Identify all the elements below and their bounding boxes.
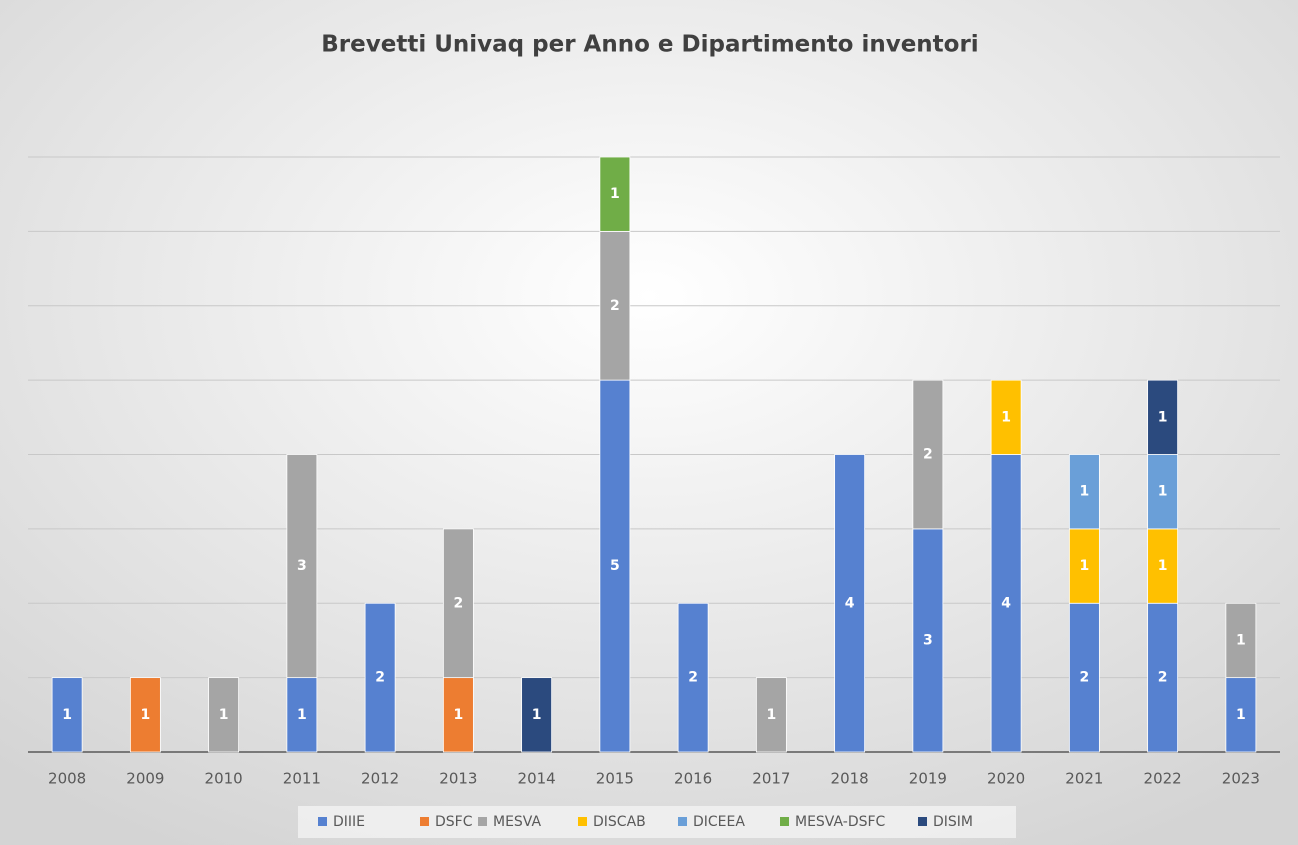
legend-swatch: [478, 817, 487, 826]
bar-segment: [364, 602, 396, 753]
data-label: 1: [297, 707, 307, 723]
data-label: 1: [1236, 707, 1246, 723]
data-label: 4: [1001, 595, 1011, 611]
x-tick-label: 2008: [48, 770, 86, 788]
legend-box: [298, 806, 1016, 838]
x-tick-label: 2022: [1144, 770, 1182, 788]
bar-segment: [51, 677, 83, 753]
legend-swatch: [578, 817, 587, 826]
x-tick-label: 2015: [596, 770, 634, 788]
bar-segment: [286, 677, 318, 753]
bar-segment: [208, 677, 240, 753]
data-label: 1: [219, 707, 229, 723]
bar-segment: [1147, 602, 1179, 753]
legend-label: DICEEA: [693, 814, 745, 830]
x-tick-label: 2016: [674, 770, 712, 788]
data-label: 2: [1158, 670, 1168, 686]
legend-swatch: [918, 817, 927, 826]
legend-swatch: [318, 817, 327, 826]
data-label: 2: [454, 595, 464, 611]
x-tick-label: 2021: [1065, 770, 1103, 788]
data-label: 1: [1080, 558, 1090, 574]
x-tick-label: 2018: [831, 770, 869, 788]
data-label: 1: [610, 186, 620, 202]
x-tick-label: 2023: [1222, 770, 1260, 788]
bar-segment: [1068, 454, 1100, 530]
legend-label: DIIIE: [333, 814, 365, 830]
x-tick-label: 2017: [752, 770, 790, 788]
bar-segment: [129, 677, 161, 753]
chart-title: Brevetti Univaq per Anno e Dipartimento …: [321, 32, 978, 58]
legend-swatch: [780, 817, 789, 826]
data-label: 2: [1080, 670, 1090, 686]
x-tick-label: 2009: [126, 770, 164, 788]
legend-swatch: [420, 817, 429, 826]
legend-label: MESVA: [493, 814, 541, 830]
legend-swatch: [678, 817, 687, 826]
bar-segment: [442, 677, 474, 753]
data-label: 2: [375, 670, 385, 686]
data-label: 1: [1080, 484, 1090, 500]
data-label: 2: [923, 447, 933, 463]
x-tick-label: 2020: [987, 770, 1025, 788]
bar-segment: [912, 528, 944, 753]
bar-segment: [1225, 677, 1257, 753]
bar-segment: [286, 454, 318, 679]
x-tick-label: 2011: [283, 770, 321, 788]
bar-segment: [1068, 602, 1100, 753]
bar-segment: [1225, 602, 1257, 679]
bar-segment: [442, 528, 474, 679]
legend-label: DSFC: [435, 814, 473, 830]
bar-segment: [677, 602, 709, 753]
x-tick-label: 2013: [439, 770, 477, 788]
data-label: 1: [1236, 632, 1246, 648]
x-tick-label: 2012: [361, 770, 399, 788]
data-label: 1: [1158, 558, 1168, 574]
bar-segment: [834, 454, 866, 753]
bar-segment: [1147, 379, 1179, 455]
data-label: 1: [1158, 484, 1168, 500]
data-label: 3: [297, 558, 307, 574]
bar-segment: [912, 379, 944, 530]
data-label: 3: [923, 632, 933, 648]
data-label: 4: [845, 595, 855, 611]
x-tick-label: 2014: [518, 770, 556, 788]
data-label: 1: [1001, 409, 1011, 425]
bar-segment: [521, 677, 553, 753]
legend-label: MESVA-DSFC: [795, 814, 886, 830]
data-label: 5: [610, 558, 620, 574]
bar-segment: [599, 379, 631, 753]
data-label: 1: [62, 707, 72, 723]
data-label: 1: [1158, 409, 1168, 425]
bar-segment: [1147, 454, 1179, 530]
data-label: 1: [767, 707, 777, 723]
data-label: 1: [532, 707, 542, 723]
bar-segment: [990, 379, 1022, 455]
bar-segment: [599, 156, 631, 232]
x-tick-label: 2010: [205, 770, 243, 788]
legend-label: DISCAB: [593, 814, 646, 830]
legend-label: DISIM: [933, 814, 973, 830]
x-tick-label: 2019: [909, 770, 947, 788]
bar-segment: [599, 230, 631, 381]
data-label: 2: [610, 298, 620, 314]
bar-segment: [755, 677, 787, 753]
data-label: 1: [141, 707, 151, 723]
data-label: 1: [454, 707, 464, 723]
data-label: 2: [688, 670, 698, 686]
